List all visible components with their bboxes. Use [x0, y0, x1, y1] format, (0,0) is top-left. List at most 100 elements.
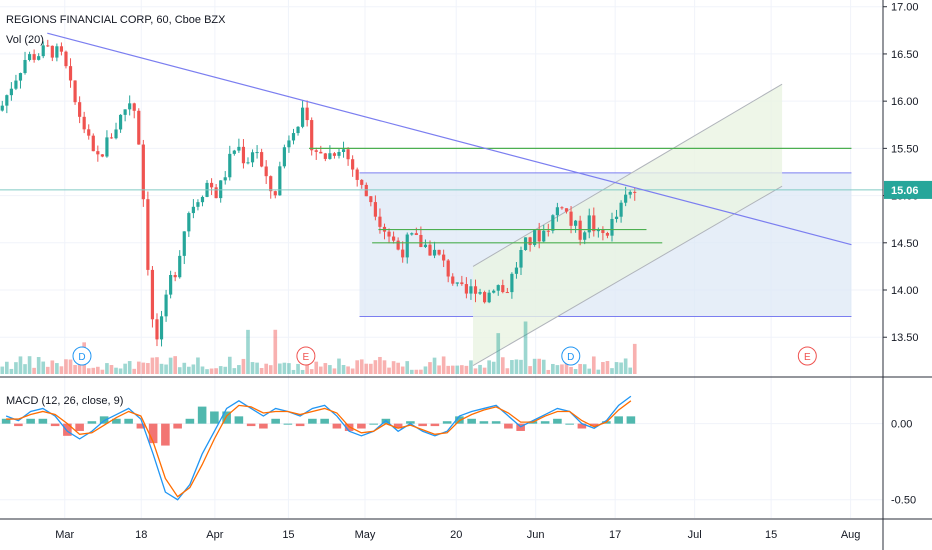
candle-body: [287, 140, 291, 148]
drawings-front[interactable]: [0, 32, 883, 246]
macd-histogram-bar: [234, 416, 244, 424]
candle-body: [296, 126, 300, 134]
volume-bar: [396, 362, 400, 374]
candle-body: [464, 284, 468, 294]
candle-body: [78, 102, 82, 117]
macd-histogram-bar: [185, 418, 195, 424]
candle-body: [5, 95, 9, 106]
candle-body: [446, 260, 450, 277]
candle-body: [510, 273, 514, 293]
candle-body: [237, 146, 241, 151]
volume-bar: [373, 360, 378, 374]
volume-bar: [346, 366, 350, 374]
macd-histogram-bar: [295, 423, 305, 427]
volume-bar: [528, 366, 532, 374]
volume-bar: [250, 362, 255, 374]
x-tick-label: 20: [450, 529, 462, 541]
volume-bar: [596, 369, 601, 374]
candle-body: [624, 194, 628, 203]
candle-body: [587, 215, 591, 233]
volume-bar: [177, 367, 182, 374]
x-tick-label: Jun: [527, 529, 545, 541]
macd-histogram-bar: [14, 423, 23, 427]
volume-bar: [100, 369, 105, 374]
candle-body: [187, 213, 191, 232]
volume-bar: [291, 369, 296, 374]
macd-histogram-bar: [393, 423, 403, 429]
macd-line: [5, 395, 632, 501]
candle-body: [428, 244, 432, 256]
volume-bar: [364, 363, 369, 374]
event-marker: [561, 346, 581, 366]
volume-bar: [136, 361, 141, 374]
candle-body: [173, 275, 177, 278]
signal-line: [6, 400, 632, 498]
candle-body: [214, 187, 218, 199]
candle-body: [478, 292, 482, 294]
candle-body: [41, 45, 45, 57]
candle-body: [546, 230, 550, 232]
volume-bar: [369, 363, 373, 374]
candle-body: [369, 196, 373, 203]
volume-bar: [23, 364, 27, 374]
channel-upper: [472, 83, 783, 267]
volume-bar: [18, 356, 23, 374]
candle-body: [37, 56, 41, 60]
x-tick-label: 17: [609, 529, 621, 541]
macd-histogram-bar: [87, 421, 97, 424]
volume-bar: [601, 362, 605, 374]
volume-bar: [496, 333, 501, 374]
macd-legend: MACD (12, 26, close, 9): [6, 395, 124, 407]
symbol-title: REGIONS FINANCIAL CORP, 60, Cboe BZX: [6, 14, 226, 26]
event-marker: [797, 346, 817, 366]
x-tick-label: Apr: [206, 529, 223, 541]
candle-body: [410, 233, 414, 235]
volume-bar: [296, 363, 300, 374]
candle-body: [209, 182, 214, 188]
macd-histogram-bar: [173, 423, 182, 429]
volume-bar: [132, 368, 137, 374]
candle-body: [196, 202, 200, 207]
volume-bar: [464, 365, 469, 374]
candle-body: [574, 220, 578, 226]
candle-body: [310, 120, 314, 151]
candle-body: [159, 316, 164, 340]
macd-histogram-bar: [26, 418, 35, 424]
macd-pane: [1, 395, 636, 501]
volume-bar: [146, 363, 150, 374]
macd-histogram-bar: [148, 423, 158, 444]
volume-bar: [309, 369, 314, 374]
volume-bar: [105, 363, 109, 374]
candle-body: [278, 166, 282, 196]
macd-histogram-bar: [320, 418, 329, 424]
candle-body: [137, 110, 141, 145]
candle-body: [269, 176, 273, 192]
candle-body: [178, 255, 182, 278]
candle-body: [314, 150, 318, 152]
event-marker: [72, 346, 92, 366]
macd-histogram-bar: [332, 423, 342, 429]
volume-bar: [14, 362, 18, 374]
candle-body: [73, 80, 77, 103]
candle-body: [9, 88, 13, 96]
macd-histogram-bar: [626, 416, 636, 424]
volume-bar: [36, 357, 41, 374]
macd-histogram-bar: [75, 423, 84, 431]
macd-histogram-bar: [222, 411, 231, 424]
candle-body: [346, 149, 350, 160]
trendline: [47, 32, 852, 246]
candle-body: [414, 233, 418, 235]
candle-body: [282, 147, 286, 167]
candle-body: [451, 276, 455, 284]
candle-body: [542, 230, 546, 242]
volume-bar: [546, 369, 551, 374]
candle-body: [123, 109, 127, 115]
volume-bar: [159, 363, 164, 374]
volume-bar: [610, 368, 614, 374]
candle-body: [442, 254, 446, 261]
volume-bar: [446, 365, 451, 374]
macd-histogram-bar: [491, 421, 501, 424]
candle-body: [351, 159, 355, 170]
